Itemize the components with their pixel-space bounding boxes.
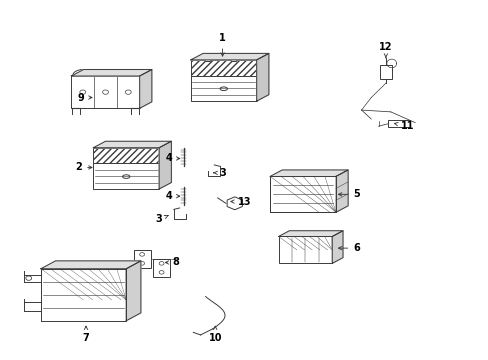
Polygon shape xyxy=(331,231,342,264)
Bar xyxy=(387,121,409,127)
Polygon shape xyxy=(126,261,141,321)
Text: 9: 9 xyxy=(78,93,92,103)
Bar xyxy=(278,237,331,264)
Polygon shape xyxy=(256,53,268,101)
Polygon shape xyxy=(71,69,152,76)
Bar xyxy=(190,76,256,101)
Bar xyxy=(190,60,256,76)
Bar xyxy=(133,143,138,148)
Polygon shape xyxy=(140,69,152,108)
Circle shape xyxy=(230,200,239,207)
Text: 5: 5 xyxy=(338,189,359,199)
Polygon shape xyxy=(269,176,335,212)
Text: 10: 10 xyxy=(208,326,222,343)
Text: 8: 8 xyxy=(165,257,179,267)
Text: 12: 12 xyxy=(378,42,392,58)
Text: 4: 4 xyxy=(165,153,180,163)
Polygon shape xyxy=(335,170,347,212)
Bar xyxy=(107,143,112,148)
Bar xyxy=(204,55,209,60)
Text: 4: 4 xyxy=(165,191,180,201)
Circle shape xyxy=(102,90,108,94)
Text: 3: 3 xyxy=(156,215,168,224)
Polygon shape xyxy=(41,261,141,269)
Text: 7: 7 xyxy=(82,326,89,343)
Polygon shape xyxy=(190,53,268,60)
Bar xyxy=(71,76,140,108)
Text: 13: 13 xyxy=(230,197,251,207)
Bar xyxy=(93,163,159,189)
Polygon shape xyxy=(278,231,342,237)
Polygon shape xyxy=(269,170,347,176)
Bar xyxy=(93,148,159,163)
Bar xyxy=(379,65,391,79)
Bar xyxy=(133,250,150,268)
Polygon shape xyxy=(41,269,126,321)
Circle shape xyxy=(80,90,85,94)
Polygon shape xyxy=(227,197,242,210)
Bar xyxy=(153,259,170,277)
Text: 2: 2 xyxy=(75,162,92,172)
Text: 6: 6 xyxy=(338,243,359,253)
Text: 11: 11 xyxy=(394,121,414,131)
Circle shape xyxy=(125,90,131,94)
Polygon shape xyxy=(93,141,171,148)
Polygon shape xyxy=(159,141,171,189)
Bar xyxy=(231,55,236,60)
Text: 1: 1 xyxy=(219,33,225,56)
Text: 3: 3 xyxy=(213,168,225,178)
